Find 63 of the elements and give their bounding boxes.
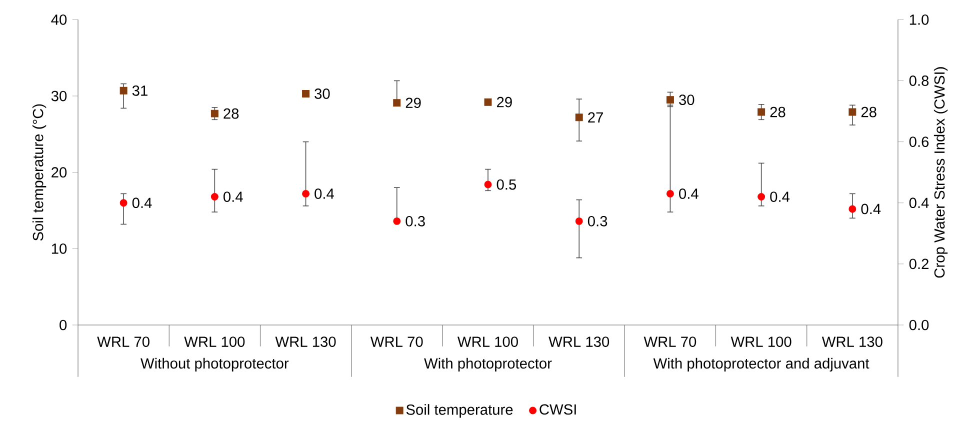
point (666, 190, 674, 198)
point (210, 110, 218, 118)
x-tick-label: WRL 70 (370, 336, 423, 347)
point (302, 190, 310, 198)
data-label: 31 (132, 85, 148, 96)
data-label: 0.3 (588, 216, 608, 226)
y2-axis-title: Crop Water Stress Index (CWSI) (934, 67, 948, 278)
legend-label: Soil temperature (406, 404, 513, 418)
data-label: 0.4 (132, 198, 152, 208)
x-tick-label: WRL 130 (275, 336, 336, 347)
x-tick-label: WRL 100 (457, 336, 518, 347)
point (848, 108, 856, 116)
y-axis-title: Soil temperature (°C) (32, 104, 46, 241)
point (484, 180, 492, 188)
y2-tick-label: 1.0 (910, 14, 929, 25)
x-tick-label: WRL 70 (644, 336, 696, 347)
point (484, 98, 492, 106)
data-label: 28 (224, 108, 239, 119)
data-label: 30 (679, 94, 694, 106)
data-label: 28 (770, 106, 786, 118)
data-label: 28 (861, 106, 876, 118)
y-tick-label: 10 (52, 243, 67, 254)
point (393, 99, 401, 107)
text: Without photoprotector (140, 358, 289, 372)
y2-tick-label: 0.2 (909, 258, 928, 270)
x-tick-label: WRL 100 (184, 336, 245, 347)
y2-tick-label: 0.6 (909, 136, 929, 147)
data-label: 0.4 (770, 192, 790, 202)
legend-label: CWSI (540, 404, 576, 415)
data-label: 29 (406, 98, 421, 108)
x-tick-label: WRL 100 (730, 336, 792, 347)
y2-tick-label: 0.4 (909, 198, 929, 208)
x-tick-label: WRL 70 (97, 336, 150, 347)
y-tick-label: 40 (51, 14, 67, 25)
y2-tick-label: 0.8 (909, 76, 929, 86)
point (393, 217, 401, 225)
y-tick-label: 20 (52, 167, 67, 178)
point (666, 96, 674, 104)
point (120, 199, 128, 207)
point (210, 193, 218, 200)
data-label: 0.4 (224, 192, 243, 202)
point (302, 90, 310, 98)
point (575, 114, 583, 122)
text: With photoprotector (424, 358, 552, 372)
point (575, 217, 583, 225)
data-label: 30 (314, 88, 330, 99)
point (848, 205, 856, 213)
data-label: 0.4 (314, 188, 334, 199)
y-tick-label: 0 (60, 320, 67, 330)
x-tick-label: WRL 130 (822, 336, 882, 347)
y-tick-label: 30 (51, 90, 67, 102)
data-label: 27 (588, 112, 603, 122)
data-label: 0.5 (496, 179, 516, 190)
point (758, 193, 766, 200)
data-label: 0.4 (679, 188, 698, 199)
point (758, 108, 766, 116)
data-label: 0.4 (861, 204, 881, 214)
y2-tick-label: 0.0 (909, 320, 929, 330)
text: With photoprotector and adjuvant (653, 358, 870, 372)
point (120, 86, 128, 94)
x-tick-label: WRL 130 (548, 336, 610, 347)
data-label: 0.3 (406, 216, 425, 226)
data-label: 29 (496, 96, 512, 108)
